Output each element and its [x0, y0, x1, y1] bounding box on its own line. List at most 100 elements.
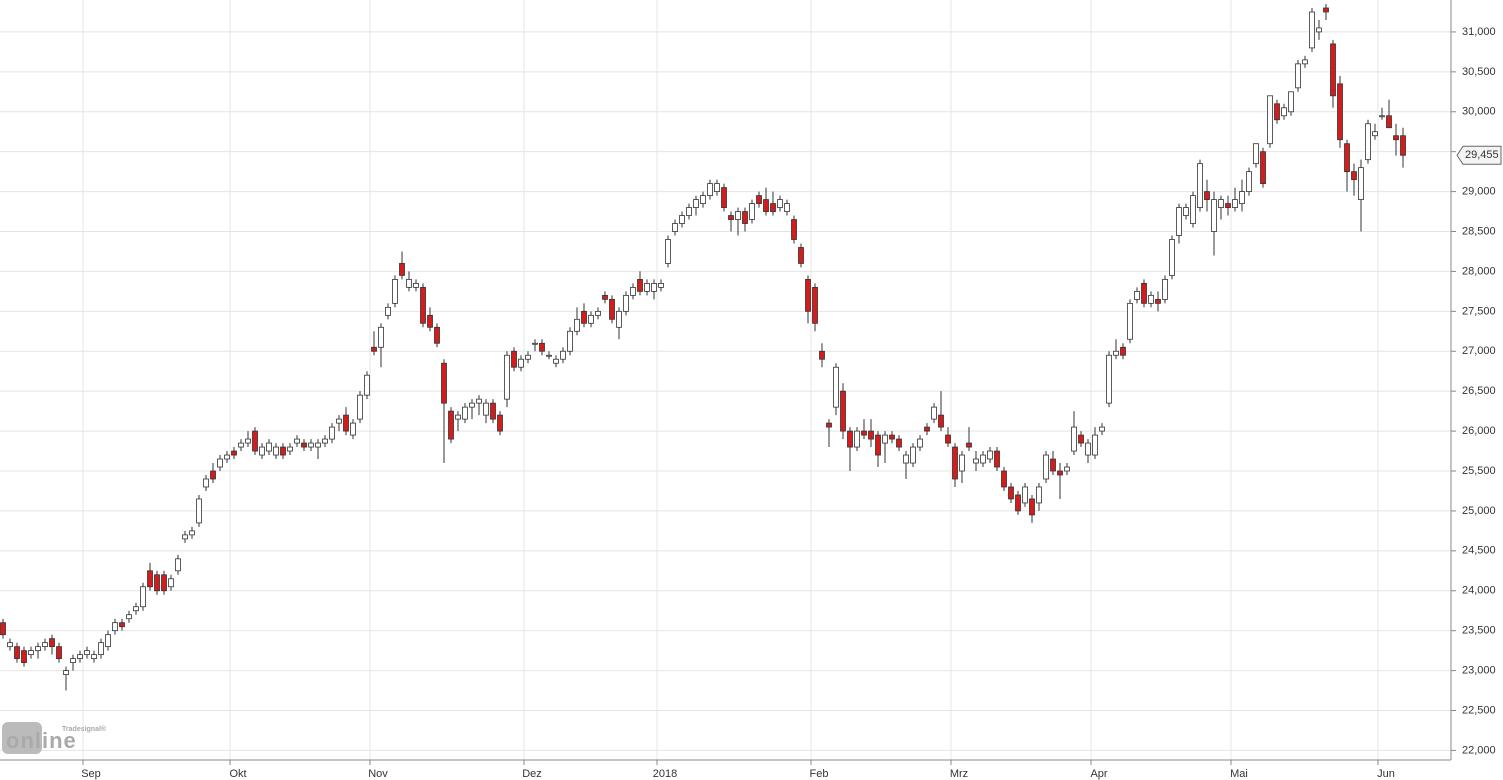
candle-body [791, 219, 797, 240]
candle-body [1197, 163, 1203, 208]
candle-body [1176, 207, 1182, 236]
y-tick-label: 28,500 [1462, 225, 1496, 237]
candle-body [378, 326, 384, 348]
candle-body [441, 362, 447, 404]
candle-body [385, 306, 391, 316]
candle-body [462, 406, 468, 420]
candle-body [77, 654, 83, 660]
candle-body [952, 446, 958, 480]
candle-body [882, 434, 888, 444]
candle-body [581, 310, 587, 324]
candle-body [357, 394, 363, 420]
candle-body [1204, 191, 1210, 200]
candle-body [1225, 203, 1231, 208]
y-tick-label: 27,500 [1462, 305, 1496, 317]
candle-body [742, 211, 748, 224]
candle-body [987, 450, 993, 460]
candle-body [819, 350, 825, 360]
candle-body [1001, 470, 1007, 488]
candle-body [1141, 283, 1147, 304]
y-tick-label: 24,000 [1462, 585, 1496, 597]
candle-body [434, 326, 440, 344]
candle-body [728, 215, 734, 220]
candle-body [392, 279, 398, 304]
candle-body [1372, 131, 1378, 137]
candle-body [280, 446, 286, 456]
candle-body [637, 279, 643, 292]
candle-body [154, 574, 160, 592]
candle-body [574, 318, 580, 332]
candle-body [133, 606, 139, 612]
y-tick-label: 25,000 [1462, 505, 1496, 517]
candle-body [616, 310, 622, 328]
candle-body [1015, 494, 1021, 512]
y-tick-label: 22,500 [1462, 704, 1496, 716]
candle-body [294, 438, 300, 444]
candle-body [763, 199, 769, 212]
candle-body [693, 199, 699, 208]
candle-body [140, 586, 146, 608]
candle-body [686, 207, 692, 216]
candle-body [21, 650, 27, 664]
candle-body [665, 239, 671, 264]
candle-body [350, 422, 356, 436]
candle-body [1064, 466, 1070, 472]
candle-body [1274, 103, 1280, 121]
candle-body [1218, 199, 1224, 208]
candle-body [1113, 350, 1119, 356]
x-tick-label: 2018 [653, 768, 677, 780]
candle-body [448, 410, 454, 440]
candle-body [63, 670, 69, 675]
candle-body [413, 283, 419, 288]
y-tick-label: 25,500 [1462, 465, 1496, 477]
candle-body [343, 414, 349, 432]
candle-body [84, 650, 90, 656]
candle-body [756, 195, 762, 204]
candle-body [56, 646, 62, 660]
candle-body [224, 454, 230, 460]
candle-body [1211, 199, 1217, 232]
candle-body [1155, 298, 1161, 304]
candle-body [1071, 426, 1077, 452]
candle-body [651, 283, 657, 292]
candle-body [112, 622, 118, 632]
candle-body [1050, 458, 1056, 472]
candle-body [805, 279, 811, 312]
candle-body [917, 438, 923, 448]
candle-body [1239, 191, 1245, 204]
brand-name: Tradesignal® [62, 725, 107, 733]
candle-body [1078, 434, 1084, 444]
x-tick-label: Apr [1090, 768, 1107, 780]
candle-body [497, 414, 503, 432]
candle-body [1008, 486, 1014, 500]
candle-body [266, 442, 272, 452]
candle-body [196, 498, 202, 524]
candle-body [602, 294, 608, 300]
y-tick-label: 26,500 [1462, 385, 1496, 397]
candle-body [749, 203, 755, 220]
candle-body [1400, 135, 1406, 156]
candle-body [721, 187, 727, 208]
candle-body [182, 534, 188, 540]
candle-body [973, 458, 979, 464]
y-tick-label: 27,000 [1462, 345, 1496, 357]
candle-body [490, 402, 496, 420]
candle-body [126, 614, 132, 620]
candle-body [1351, 171, 1357, 181]
candle-body [364, 374, 370, 396]
candle-body [455, 414, 461, 420]
candle-body [658, 283, 664, 288]
candle-body [336, 418, 342, 424]
candle-body [826, 422, 832, 428]
candle-body [630, 286, 636, 296]
x-tick-label: Mai [1230, 768, 1248, 780]
x-tick-label: Okt [229, 768, 246, 780]
candle-body [1253, 143, 1259, 165]
candle-body [245, 438, 251, 444]
candle-body [504, 354, 510, 400]
candle-body [1106, 354, 1112, 404]
x-tick-label: Nov [368, 768, 388, 780]
candle-body [273, 446, 279, 456]
candle-body [189, 530, 195, 536]
candle-body [70, 658, 76, 664]
